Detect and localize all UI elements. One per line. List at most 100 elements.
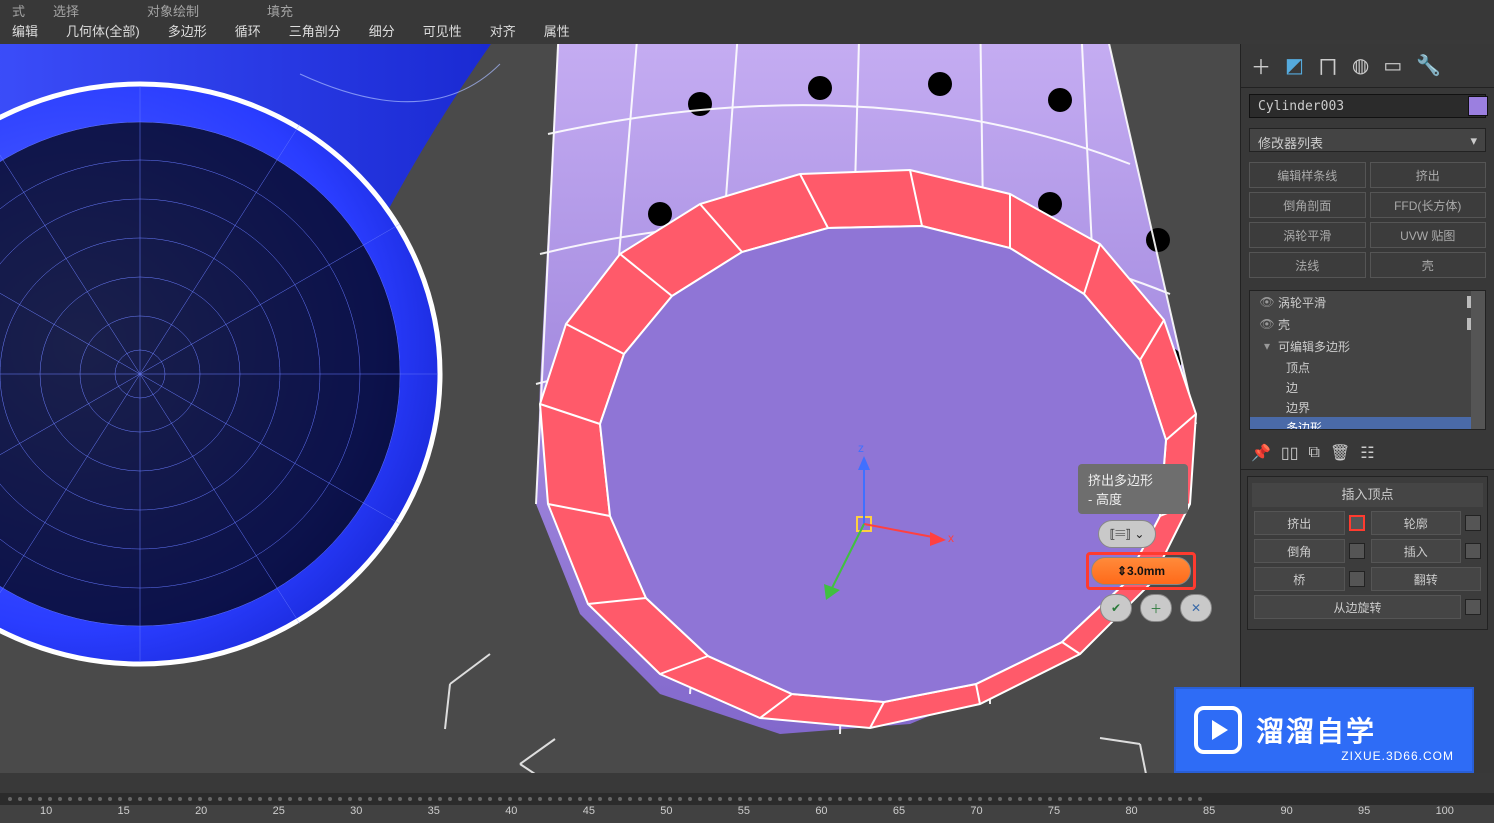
stack-item-label: 壳 — [1278, 316, 1290, 333]
ruler-tick: 55 — [738, 805, 750, 823]
play-logo-icon — [1194, 706, 1242, 754]
menu-geometry[interactable]: 几何体(全部) — [66, 21, 140, 40]
extrude-settings-button[interactable] — [1349, 515, 1365, 531]
menu-edit[interactable]: 编辑 — [12, 21, 38, 40]
flip-button[interactable]: 翻转 — [1371, 567, 1482, 591]
watermark-brand: 溜溜自学 — [1256, 710, 1376, 750]
edit-polygons-rollout: 插入顶点 挤出 轮廓 倒角 插入 桥 翻转 从边旋转 — [1247, 476, 1488, 630]
menu-item[interactable]: 对象绘制 — [147, 1, 199, 20]
modify-tab-icon[interactable]: ◩ — [1285, 53, 1304, 78]
object-color-swatch[interactable] — [1468, 96, 1488, 116]
left-cylinder — [0, 44, 520, 664]
utilities-tab-icon[interactable]: 🔧 — [1416, 53, 1441, 78]
bridge-button[interactable]: 桥 — [1254, 567, 1345, 591]
caddy-cancel-icon[interactable]: ✕ — [1180, 594, 1212, 622]
stack-item-turbosmooth[interactable]: 👁 涡轮平滑 — [1250, 291, 1485, 313]
menu-item[interactable]: 填充 — [267, 1, 293, 20]
bridge-settings-button[interactable] — [1349, 571, 1365, 587]
quick-edit-spline[interactable]: 编辑样条线 — [1249, 162, 1366, 188]
caddy-tooltip: 挤出多边形 - 高度 — [1078, 464, 1188, 514]
quick-uvw-map[interactable]: UVW 贴图 — [1370, 222, 1487, 248]
bevel-settings-button[interactable] — [1349, 543, 1365, 559]
menu-visibility[interactable]: 可见性 — [423, 21, 462, 40]
quick-turbosmooth[interactable]: 涡轮平滑 — [1249, 222, 1366, 248]
inset-button[interactable]: 插入 — [1371, 539, 1462, 563]
viewport[interactable]: z x 挤出多边形 - 高度 ⟦𝄘⟧ ⌄ — [0, 44, 1240, 773]
visibility-toggle-icon[interactable]: 👁 — [1256, 317, 1278, 331]
timeline-ruler[interactable]: 10 15 20 25 30 35 40 45 50 55 60 65 70 7… — [0, 805, 1494, 823]
svg-text:x: x — [948, 531, 954, 545]
menu-item[interactable]: 选择 — [53, 1, 79, 20]
stack-item-editable-poly[interactable]: ▾ 可编辑多边形 — [1250, 335, 1485, 357]
menu-properties[interactable]: 属性 — [544, 21, 570, 40]
hinge-settings-button[interactable] — [1465, 599, 1481, 615]
timeline-track[interactable] — [0, 793, 1494, 805]
stack-scrollbar[interactable] — [1471, 291, 1485, 429]
inset-settings-button[interactable] — [1465, 543, 1481, 559]
menu-align[interactable]: 对齐 — [490, 21, 516, 40]
tooltip-line: - 高度 — [1088, 489, 1178, 508]
center-cylinder: z x — [536, 44, 1196, 734]
hinge-from-edge-button[interactable]: 从边旋转 — [1254, 595, 1461, 619]
caddy-mode-pill[interactable]: ⟦𝄘⟧ ⌄ — [1098, 520, 1156, 548]
create-tab-icon[interactable]: ＋ — [1251, 51, 1271, 80]
ruler-tick: 100 — [1436, 805, 1454, 823]
bevel-button[interactable]: 倒角 — [1254, 539, 1345, 563]
caddy-add-icon[interactable]: ＋ — [1140, 594, 1172, 622]
ruler-tick: 35 — [428, 805, 440, 823]
expand-toggle-icon[interactable]: ▾ — [1256, 339, 1278, 353]
ruler-tick: 60 — [815, 805, 827, 823]
stack-item-shell[interactable]: 👁 壳 — [1250, 313, 1485, 335]
ruler-tick: 95 — [1358, 805, 1370, 823]
object-name-field[interactable]: Cylinder003 — [1249, 94, 1486, 118]
caddy-value: 3.0mm — [1127, 564, 1165, 578]
remove-modifier-icon[interactable]: 🗑 — [1330, 443, 1350, 463]
quick-ffd-box[interactable]: FFD(长方体) — [1370, 192, 1487, 218]
pin-stack-icon[interactable]: 📌 — [1251, 443, 1271, 463]
quick-shell[interactable]: 壳 — [1370, 252, 1487, 278]
ruler-tick: 80 — [1125, 805, 1137, 823]
make-unique-icon[interactable]: ⧉ — [1309, 444, 1320, 462]
caddy-ok-icon[interactable]: ✔ — [1100, 594, 1132, 622]
ruler-tick: 90 — [1281, 805, 1293, 823]
svg-text:z: z — [858, 441, 864, 455]
hierarchy-tab-icon[interactable]: ㄇ — [1318, 51, 1338, 80]
outline-button[interactable]: 轮廓 — [1371, 511, 1462, 535]
motion-tab-icon[interactable]: ◍ — [1352, 53, 1369, 78]
quick-extrude[interactable]: 挤出 — [1370, 162, 1487, 188]
ruler-tick: 25 — [273, 805, 285, 823]
command-panel: ＋ ◩ ㄇ ◍ ▭ 🔧 Cylinder003 修改器列表 编辑样条线 挤出 倒… — [1240, 44, 1494, 773]
watermark-url: ZIXUE.3D66.COM — [1341, 749, 1454, 763]
quick-bevel-profile[interactable]: 倒角剖面 — [1249, 192, 1366, 218]
extrude-button[interactable]: 挤出 — [1254, 511, 1345, 535]
menu-item[interactable]: 式 — [12, 1, 25, 20]
ruler-tick: 65 — [893, 805, 905, 823]
show-end-result-icon[interactable]: ▯▯ — [1281, 443, 1299, 463]
rollout-title: 插入顶点 — [1252, 483, 1483, 507]
outline-settings-button[interactable] — [1465, 515, 1481, 531]
ruler-tick: 50 — [660, 805, 672, 823]
ruler-tick: 40 — [505, 805, 517, 823]
menu-triangulate[interactable]: 三角剖分 — [289, 21, 341, 40]
configure-sets-icon[interactable]: ☷ — [1360, 443, 1374, 463]
modifier-stack[interactable]: 👁 涡轮平滑 👁 壳 ▾ 可编辑多边形 顶点 边 边界 多边形 — [1249, 290, 1486, 430]
stack-toolbar: 📌 ▯▯ ⧉ 🗑 ☷ — [1241, 436, 1494, 470]
visibility-toggle-icon[interactable]: 👁 — [1256, 295, 1278, 309]
caddy-value-pill[interactable]: ⇕ 3.0mm — [1086, 552, 1196, 590]
menu-loop[interactable]: 循环 — [235, 21, 261, 40]
ruler-tick: 30 — [350, 805, 362, 823]
menu-polygon[interactable]: 多边形 — [168, 21, 207, 40]
subobj-border[interactable]: 边界 — [1250, 397, 1485, 417]
display-tab-icon[interactable]: ▭ — [1383, 53, 1402, 78]
menu-subdivide[interactable]: 细分 — [369, 21, 395, 40]
subobj-polygon[interactable]: 多边形 — [1250, 417, 1485, 430]
modifier-quick-buttons: 编辑样条线 挤出 倒角剖面 FFD(长方体) 涡轮平滑 UVW 贴图 法线 壳 — [1249, 162, 1486, 278]
ruler-tick: 75 — [1048, 805, 1060, 823]
ruler-tick: 15 — [118, 805, 130, 823]
stack-item-label: 可编辑多边形 — [1278, 338, 1350, 355]
subobj-vertex[interactable]: 顶点 — [1250, 357, 1485, 377]
quick-normal[interactable]: 法线 — [1249, 252, 1366, 278]
modifier-list-dropdown[interactable]: 修改器列表 — [1249, 128, 1486, 152]
menu-row-main: 编辑 几何体(全部) 多边形 循环 三角剖分 细分 可见性 对齐 属性 — [0, 20, 1494, 40]
subobj-edge[interactable]: 边 — [1250, 377, 1485, 397]
